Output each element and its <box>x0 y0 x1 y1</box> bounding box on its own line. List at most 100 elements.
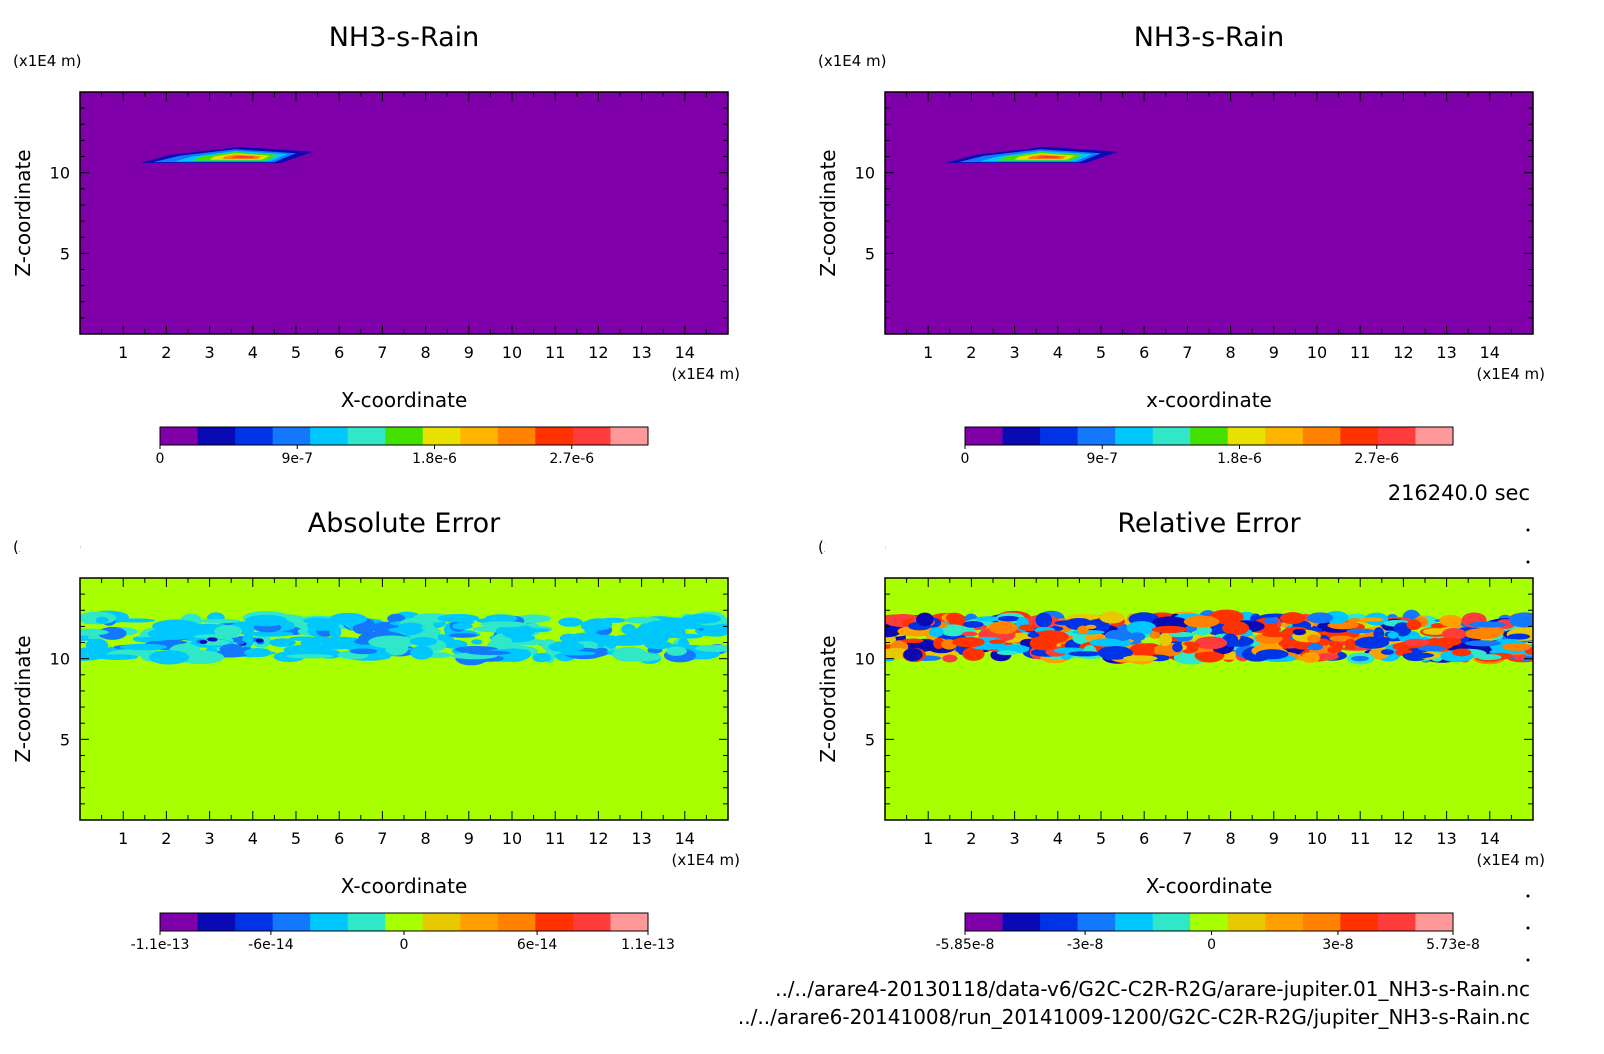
colorbar-swatch <box>422 427 461 445</box>
x-unit: (x1E4 m) <box>1476 851 1545 869</box>
error-blob <box>148 650 190 665</box>
x-tick-label: 2 <box>161 829 171 848</box>
colorbar-swatch <box>1265 427 1304 445</box>
y-tick-label: 5 <box>865 244 875 263</box>
colorbar-swatch <box>460 913 499 931</box>
panel-title: Absolute Error <box>308 508 501 539</box>
x-tick-label: 11 <box>545 829 565 848</box>
error-blob <box>1507 633 1531 640</box>
contour-band-7 <box>231 155 255 159</box>
colorbar-frame <box>964 426 1454 446</box>
x-tick-label: 9 <box>464 343 474 362</box>
error-blob <box>1126 621 1157 635</box>
colorbar-label: 1.8e-6 <box>1217 451 1262 467</box>
x-tick-label: 3 <box>1010 829 1020 848</box>
time-label: 216240.0 sec <box>1388 481 1530 505</box>
error-blob <box>1380 649 1395 655</box>
x-tick-label: 7 <box>1182 829 1192 848</box>
x-tick-label: 8 <box>421 343 431 362</box>
error-blob <box>255 638 264 643</box>
x-tick-label: 5 <box>291 343 301 362</box>
error-blob <box>1085 624 1097 630</box>
x-tick-label: 7 <box>377 343 387 362</box>
colorbar-swatch <box>610 427 649 445</box>
colorbar-frame <box>964 912 1454 932</box>
x-tick-label: 11 <box>1350 343 1370 362</box>
error-blob <box>584 625 598 635</box>
y-unit: (x1E4 m) <box>818 52 887 70</box>
error-blob <box>997 615 1020 622</box>
colorbar-swatch <box>1377 913 1416 931</box>
x-tick-label: 7 <box>377 829 387 848</box>
x-unit: (x1E4 m) <box>1476 365 1545 383</box>
colorbar-swatch <box>1302 427 1341 445</box>
error-blob <box>928 627 944 638</box>
colorbar-label: 5.73e-8 <box>1426 937 1480 953</box>
file-path-2: ../../arare6-20141008/run_20141009-1200/… <box>738 1005 1530 1029</box>
colorbar-swatch <box>1115 427 1154 445</box>
colorbar-label: 1.8e-6 <box>412 451 457 467</box>
error-blob <box>962 621 984 628</box>
colorbar-swatch <box>572 427 611 445</box>
x-tick-label: 1 <box>118 343 128 362</box>
error-blob <box>214 624 243 638</box>
error-blob <box>1387 631 1399 639</box>
x-unit: (x1E4 m) <box>671 851 740 869</box>
x-axis-title: x-coordinate <box>1146 388 1272 412</box>
plot-area <box>80 92 728 334</box>
x-tick-label: 9 <box>1269 829 1279 848</box>
plot-area <box>58 578 743 820</box>
error-blob <box>329 612 367 626</box>
x-tick-label: 14 <box>675 343 695 362</box>
colorbar-swatch <box>1152 427 1191 445</box>
error-blob <box>1089 638 1123 647</box>
error-blob <box>646 629 685 639</box>
error-blob <box>1359 617 1384 622</box>
error-blob <box>452 622 473 630</box>
y-axis: 5 10 <box>855 593 1533 805</box>
colorbar-swatch <box>460 427 499 445</box>
error-blob <box>248 631 294 637</box>
error-blob <box>1158 632 1172 647</box>
x-tick-label: 8 <box>1226 343 1236 362</box>
error-blob <box>975 616 1002 622</box>
colorbar-swatch <box>1340 427 1379 445</box>
error-blob <box>400 622 423 636</box>
x-tick-label: 8 <box>421 829 431 848</box>
error-blob <box>1183 615 1220 628</box>
x-tick-label: 5 <box>291 829 301 848</box>
panel-4: Relative Error(x1E4 m)123456789101112131… <box>816 508 1573 953</box>
colorbar-swatch <box>1190 427 1229 445</box>
error-blob <box>1417 645 1446 652</box>
error-blob <box>1018 624 1035 631</box>
error-blob <box>1263 617 1279 624</box>
plot-area <box>885 92 1533 334</box>
error-blob <box>933 637 945 650</box>
colorbar-swatch <box>497 427 536 445</box>
colorbar-swatch <box>422 913 461 931</box>
colorbar-swatch <box>1190 913 1229 931</box>
x-tick-label: 13 <box>1436 829 1456 848</box>
colorbar-label: 0 <box>961 451 970 467</box>
y-tick-label: 5 <box>865 730 875 749</box>
error-blob <box>694 644 738 652</box>
error-blob <box>147 627 196 640</box>
y-axis-title: Z-coordinate <box>816 635 840 762</box>
x-tick-label: 4 <box>248 829 258 848</box>
colorbar-swatch <box>535 913 574 931</box>
x-tick-label: 2 <box>161 343 171 362</box>
colorbar-swatch <box>1002 913 1041 931</box>
colorbar: 0 9e-7 1.8e-6 2.7e-6 <box>156 426 649 467</box>
panel-1: NH3-s-Rain(x1E4 m)1 2 3 4 5 6 7 8 9 10 11 12 13 14(x1… <box>11 22 740 467</box>
error-blob <box>1292 628 1307 636</box>
x-tick-label: 10 <box>1307 829 1327 848</box>
colorbar-label: 9e-7 <box>1087 451 1118 467</box>
y-tick-label: 10 <box>855 164 875 183</box>
y-axis-title: Z-coordinate <box>11 635 35 762</box>
colorbar-swatch <box>347 913 386 931</box>
x-tick-label: 11 <box>1350 829 1370 848</box>
error-blob <box>471 639 483 645</box>
x-tick-label: 6 <box>334 829 344 848</box>
error-blob <box>480 621 528 628</box>
error-blob <box>1300 652 1320 663</box>
